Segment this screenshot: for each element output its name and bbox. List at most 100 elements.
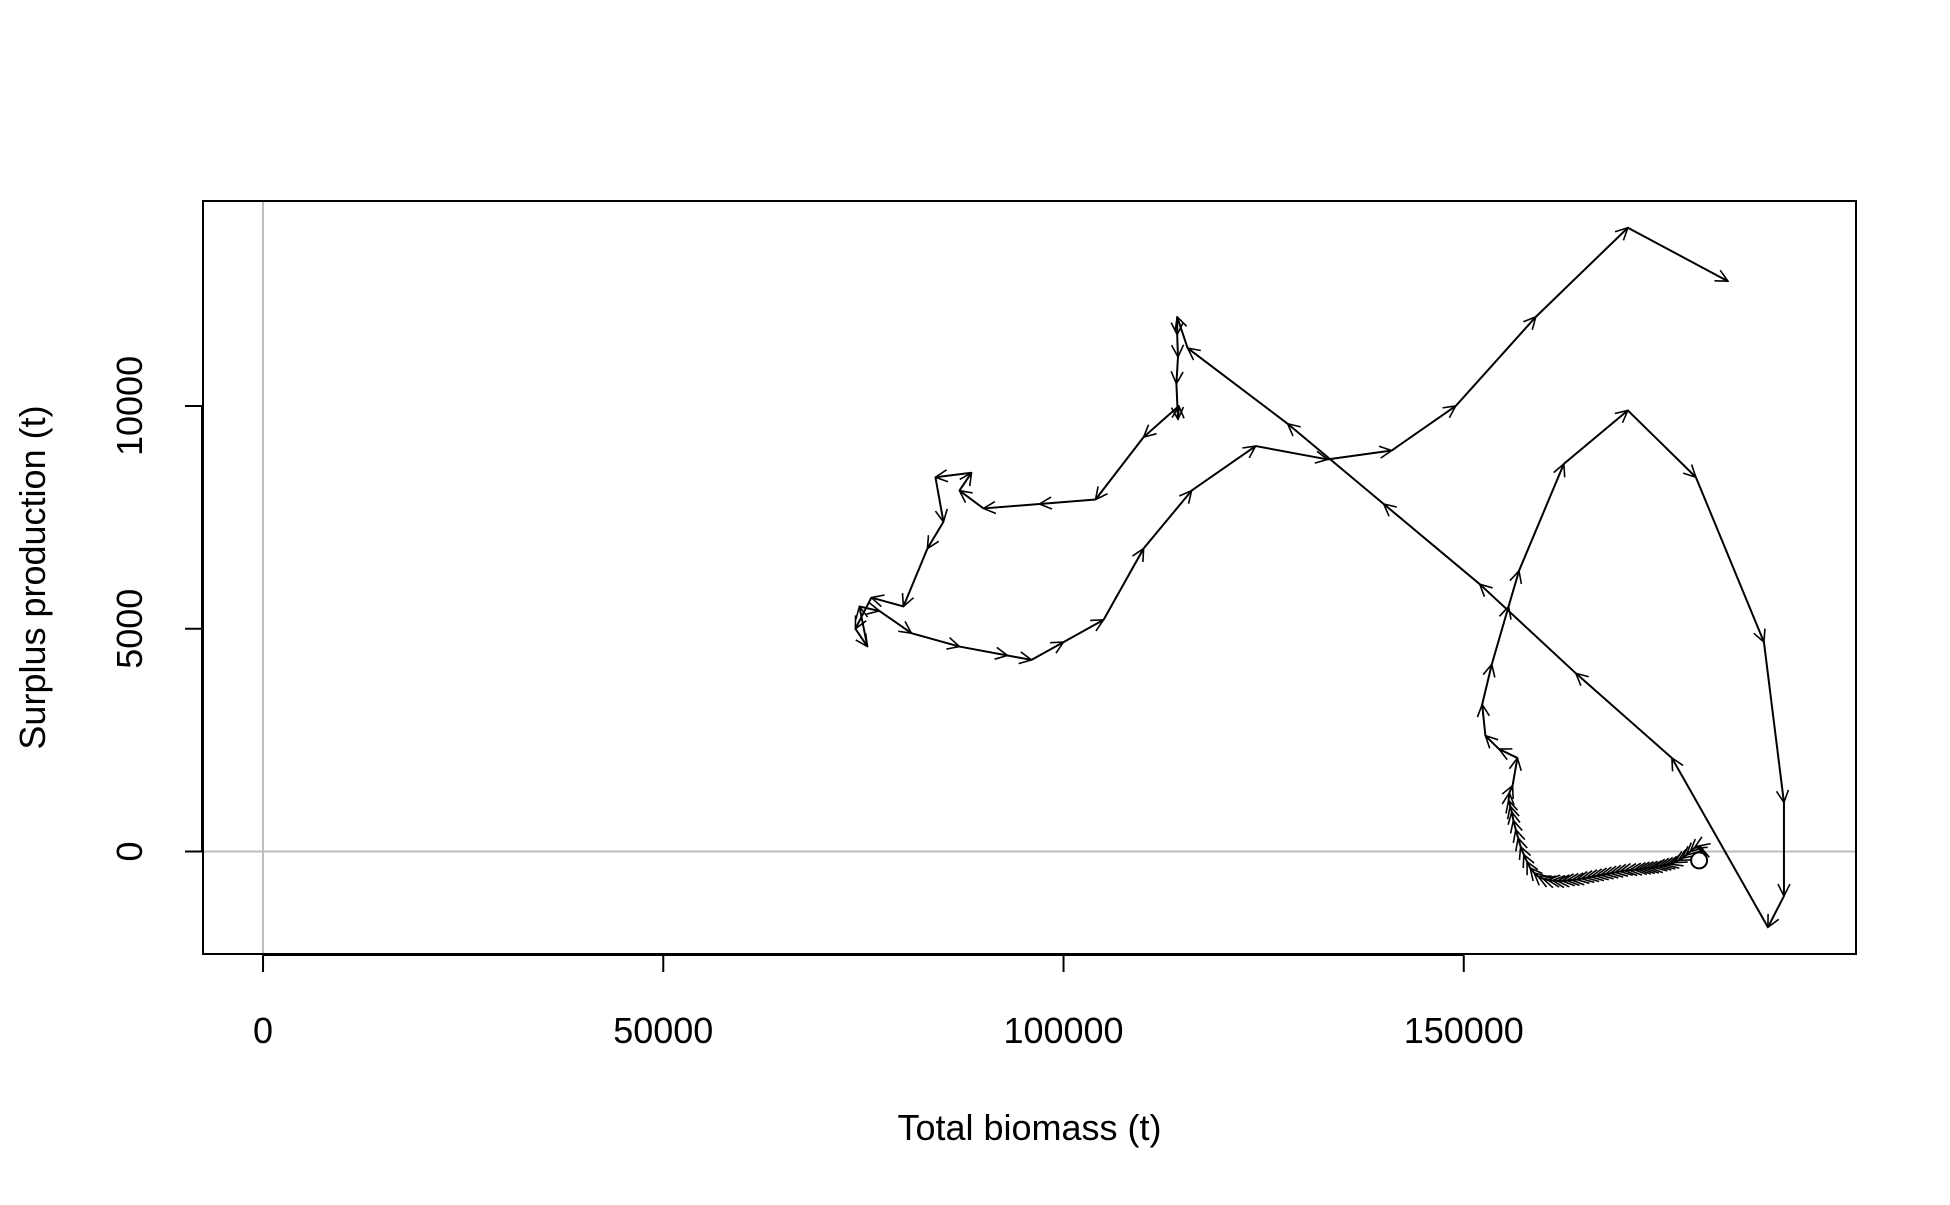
- trajectory-arrow: [1064, 620, 1104, 642]
- trajectory-arrow: [1176, 357, 1178, 384]
- trajectory-arrow: [1188, 348, 1288, 424]
- trajectory-arrow: [927, 522, 943, 549]
- trajectory-arrow: [1543, 879, 1548, 880]
- trajectory-arrow: [1654, 867, 1658, 868]
- x-axis: 0 50000 100000 150000: [253, 954, 1524, 1051]
- trajectory-arrow: [1096, 437, 1144, 499]
- trajectory-arrow: [1670, 863, 1674, 864]
- trajectory-arrow: [935, 477, 943, 522]
- trajectory-arrow: [1513, 758, 1518, 786]
- trajectory-arrow: [1628, 228, 1728, 281]
- trajectory-arrow: [1516, 830, 1518, 838]
- trajectory-series: [855, 228, 1784, 928]
- trajectory-arrow: [1658, 866, 1662, 867]
- trajectory-arrow: [1698, 846, 1701, 847]
- trajectory-arrow: [1509, 793, 1510, 801]
- trajectory-arrow: [1482, 704, 1485, 735]
- trajectory-arrow: [1519, 464, 1564, 571]
- trajectory-arrow: [1628, 410, 1696, 477]
- start-point-marker: [1691, 852, 1707, 868]
- x-axis-label: Total biomass (t): [897, 1107, 1161, 1148]
- trajectory-arrow: [1591, 876, 1596, 877]
- trajectory-arrow: [1696, 477, 1764, 642]
- trajectory-arrow: [959, 647, 1007, 656]
- trajectory-arrow: [1666, 864, 1670, 865]
- trajectory-arrow: [1768, 896, 1784, 927]
- reference-lines: [203, 201, 1856, 954]
- trajectory-arrow: [1032, 642, 1064, 660]
- trajectory-arrow: [1288, 424, 1384, 504]
- trajectory-arrow: [1581, 878, 1586, 879]
- trajectory-arrow: [1534, 873, 1538, 877]
- x-tick-label: 0: [253, 1010, 273, 1051]
- trajectory-arrow: [1509, 786, 1512, 793]
- trajectory-arrow: [1384, 504, 1480, 584]
- trajectory-arrow: [1620, 871, 1625, 872]
- trajectory-arrow: [1524, 855, 1527, 862]
- trajectory-arrow: [1328, 451, 1392, 460]
- x-tick-label: 100000: [1003, 1010, 1123, 1051]
- trajectory-arrow: [871, 598, 903, 607]
- trajectory-arrow: [1509, 571, 1519, 607]
- trajectory-arrow: [1492, 606, 1509, 664]
- x-tick-label: 50000: [613, 1010, 713, 1051]
- trajectory-arrow: [1538, 876, 1543, 878]
- trajectory-arrow: [1678, 858, 1682, 860]
- trajectory-arrow: [1513, 820, 1515, 829]
- trajectory-arrow: [1392, 406, 1456, 451]
- trajectory-arrow: [1610, 872, 1615, 873]
- y-tick-label: 0: [109, 842, 150, 862]
- trajectory-arrow: [1605, 873, 1610, 874]
- y-axis-label: Surplus production (t): [12, 405, 53, 749]
- y-tick-label: 10000: [109, 356, 150, 456]
- trajectory-arrow: [1177, 317, 1187, 348]
- trajectory-arrow: [859, 606, 879, 610]
- trajectory-arrow: [1662, 865, 1666, 866]
- trajectory-arrow: [1764, 642, 1784, 802]
- trajectory-arrow: [1530, 868, 1534, 873]
- trajectory-arrow: [1674, 860, 1678, 862]
- trajectory-arrow: [959, 473, 971, 491]
- trajectory-arrow: [903, 549, 927, 607]
- trajectory-arrow: [959, 491, 983, 509]
- trajectory-arrow: [1104, 549, 1144, 620]
- trajectory-arrow: [1144, 406, 1179, 437]
- trajectory-arrow: [1456, 317, 1536, 406]
- trajectory-arrow: [983, 504, 1039, 508]
- trajectory-arrow: [1007, 655, 1031, 659]
- trajectory-arrow: [1178, 406, 1179, 419]
- trajectory-arrow: [1694, 846, 1697, 848]
- trajectory-arrow: [1499, 749, 1517, 758]
- trajectory-arrow: [1518, 838, 1520, 846]
- trajectory-arrow: [1601, 874, 1606, 875]
- trajectory-arrow: [1509, 800, 1511, 806]
- y-axis: 0 5000 10000: [109, 356, 203, 862]
- trajectory-arrow: [1586, 877, 1591, 878]
- trajectory-arrow: [1577, 879, 1582, 880]
- trajectory-arrow: [1596, 875, 1601, 876]
- y-tick-label: 5000: [109, 589, 150, 669]
- trajectory-arrow: [1485, 736, 1499, 749]
- trajectory-arrow: [1480, 584, 1576, 673]
- trajectory-arrow: [1512, 812, 1514, 820]
- trajectory-arrow: [1144, 491, 1192, 549]
- x-tick-label: 150000: [1404, 1010, 1524, 1051]
- trajectory-arrow: [1672, 758, 1768, 927]
- trajectory-arrow: [911, 633, 959, 646]
- trajectory-arrow: [1536, 228, 1628, 317]
- plot-frame: [203, 201, 1856, 954]
- trajectory-arrow: [879, 611, 911, 633]
- trajectory-arrow: [935, 473, 971, 477]
- trajectory-arrow: [1192, 446, 1256, 491]
- trajectory-arrow: [1527, 862, 1530, 868]
- trajectory-arrow: [1177, 335, 1178, 357]
- trajectory-arrow: [1564, 410, 1628, 463]
- trajectory-arrow: [1482, 664, 1492, 704]
- trajectory-arrow: [1510, 806, 1512, 812]
- trajectory-arrow: [1040, 500, 1096, 504]
- trajectory-arrow: [1682, 855, 1686, 858]
- trajectory-arrow: [1615, 872, 1620, 873]
- trajectory-arrow: [1576, 673, 1672, 758]
